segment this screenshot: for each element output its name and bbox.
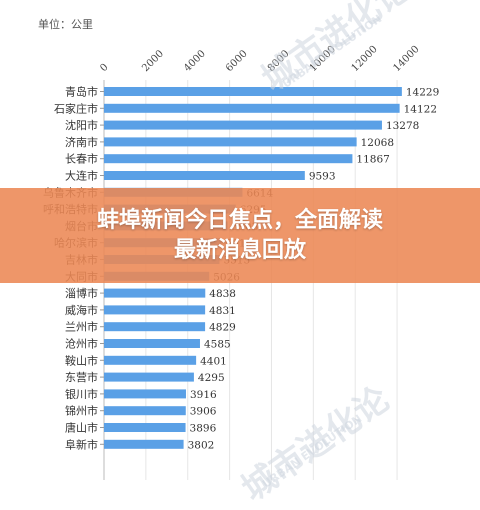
headline-line-1: 蚌埠新闻今日焦点，全面解读: [96, 207, 383, 233]
bar: [104, 171, 305, 180]
category-label: 银川市: [65, 387, 98, 401]
category-label: 长春市: [65, 152, 98, 166]
category-label: 东营市: [65, 370, 98, 384]
x-tick-label: 14000: [391, 44, 421, 74]
x-tick-label: 0: [98, 62, 110, 74]
category-label: 唐山市: [65, 421, 98, 435]
category-label: 锦州市: [65, 404, 98, 418]
bar: [104, 389, 186, 399]
category-label: 兰州市: [65, 320, 98, 334]
bar: [104, 406, 186, 416]
category-label: 济南市: [65, 135, 98, 149]
value-label: 4401: [200, 355, 227, 367]
value-label: 3896: [190, 423, 217, 435]
bar: [104, 423, 186, 432]
category-label: 阜新市: [65, 437, 98, 451]
value-label: 4585: [204, 339, 231, 351]
bar: [104, 87, 402, 96]
value-label: 11867: [356, 154, 389, 166]
value-label: 13278: [386, 120, 419, 132]
category-label: 威海市: [65, 303, 98, 317]
bar: [104, 137, 357, 147]
x-tick-label: 4000: [182, 48, 208, 74]
bar: [104, 372, 194, 382]
value-label: 4838: [209, 288, 236, 300]
category-label: 大连市: [65, 169, 98, 183]
x-tick-label: 2000: [140, 48, 166, 74]
bar: [104, 339, 200, 348]
category-label: 鞍山市: [65, 353, 98, 367]
x-tick-label: 12000: [350, 44, 380, 74]
category-label: 淄博市: [65, 286, 98, 300]
value-label: 4829: [209, 322, 236, 334]
value-label: 3802: [188, 439, 215, 451]
bar: [104, 322, 206, 332]
bar: [104, 305, 206, 315]
bar: [104, 103, 400, 113]
bar: [104, 154, 353, 164]
value-label: 4831: [209, 305, 236, 317]
category-label: 沧州市: [65, 337, 98, 351]
category-label: 石家庄市: [54, 101, 98, 115]
value-label: 3916: [190, 389, 217, 401]
value-label: 12068: [361, 137, 394, 149]
value-label: 14122: [404, 103, 437, 115]
unit-label: 单位：公里: [38, 18, 93, 31]
headline-banner: 蚌埠新闻今日焦点，全面解读 最新消息回放: [0, 188, 480, 283]
value-label: 14229: [406, 87, 439, 99]
x-tick-label: 6000: [224, 48, 250, 74]
bar: [104, 439, 184, 449]
value-label: 9593: [309, 171, 336, 183]
headline-line-2: 最新消息回放: [173, 237, 306, 263]
value-label: 4295: [198, 372, 225, 384]
bar: [104, 355, 197, 365]
category-label: 沈阳市: [65, 118, 98, 132]
category-label: 青岛市: [65, 85, 98, 99]
bar: [104, 288, 206, 298]
value-label: 3906: [190, 406, 217, 418]
bar: [104, 120, 382, 130]
